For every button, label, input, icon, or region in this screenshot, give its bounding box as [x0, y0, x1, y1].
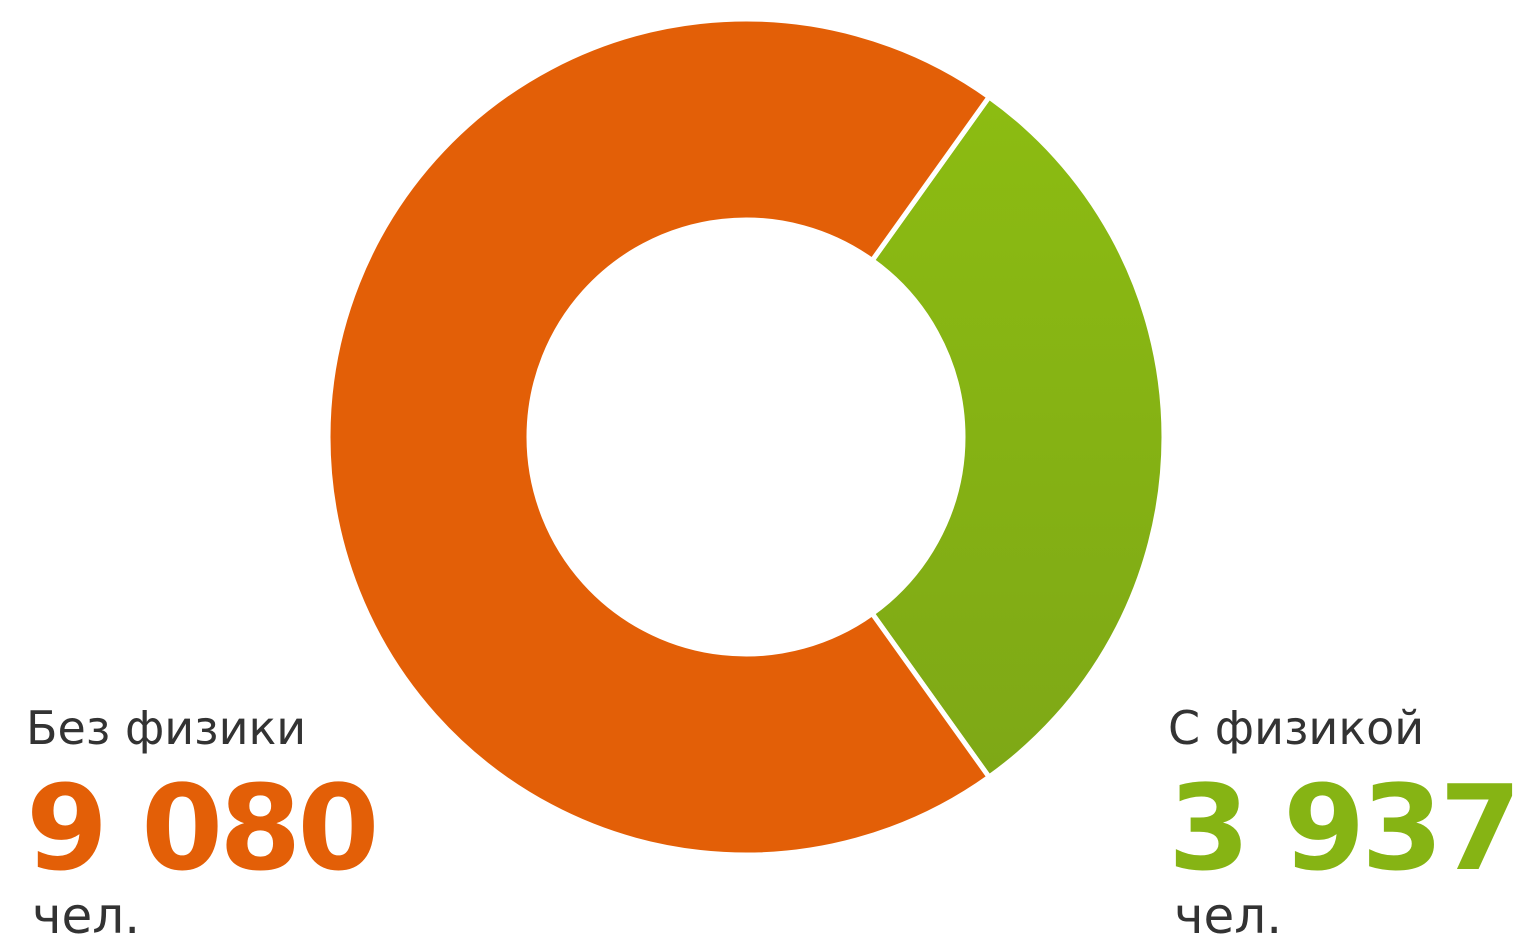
slice-bez-fiziki	[325, 16, 993, 858]
legend-unit-s-fizikoy: чел.	[1174, 887, 1283, 945]
legend-value-bez-fiziki: 9 080	[26, 759, 379, 897]
slice-s-fizikoy	[868, 93, 1167, 781]
legend-label-s-fizikoy: С физикой	[1168, 701, 1425, 755]
legend-unit-bez-fiziki: чел.	[32, 887, 141, 945]
legend-value-s-fizikoy: 3 937	[1168, 759, 1521, 897]
legend-label-bez-fiziki: Без физики	[26, 701, 307, 755]
legend-bez-fiziki: Без физики 9 080 чел.	[26, 701, 379, 945]
legend-s-fizikoy: С физикой 3 937 чел.	[1168, 701, 1521, 945]
